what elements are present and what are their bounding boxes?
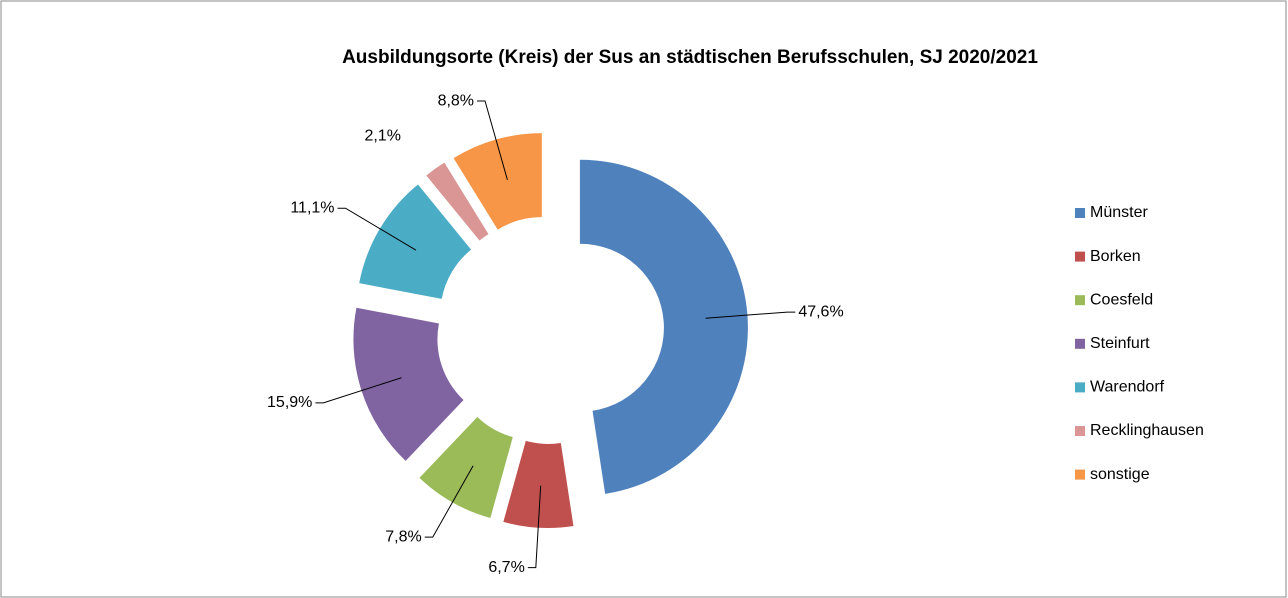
data-label: 2,1% xyxy=(364,127,400,144)
legend-label: Coesfeld xyxy=(1090,291,1153,308)
legend-label: Warendorf xyxy=(1090,379,1165,396)
donut-slice xyxy=(426,162,489,241)
leader-line xyxy=(527,485,542,569)
data-label: 47,6% xyxy=(798,303,843,320)
donut-slice xyxy=(419,416,513,519)
donut-slice xyxy=(353,307,464,461)
legend-swatch xyxy=(1075,338,1085,349)
leader-line xyxy=(424,465,474,538)
legend-label: sonstige xyxy=(1090,466,1150,483)
donut-slice xyxy=(579,159,748,494)
data-label: 8,8% xyxy=(438,92,474,109)
data-label: 11,1% xyxy=(290,199,334,216)
legend-label: Borken xyxy=(1090,248,1141,265)
donut-slice xyxy=(453,133,542,230)
donut-slice xyxy=(359,184,472,299)
legend-swatch xyxy=(1075,382,1085,393)
legend-swatch xyxy=(1075,295,1085,306)
data-label: 7,8% xyxy=(385,528,421,545)
legend-label: Münster xyxy=(1090,204,1148,221)
legend-label: Steinfurt xyxy=(1090,335,1150,352)
legend-swatch xyxy=(1075,469,1085,480)
data-label: 15,9% xyxy=(267,394,312,411)
legend-swatch xyxy=(1075,208,1085,218)
data-label: 6,7% xyxy=(488,559,524,576)
legend-swatch xyxy=(1075,251,1085,262)
leader-line xyxy=(705,311,796,319)
leader-line xyxy=(477,100,508,181)
donut-slice xyxy=(503,440,574,528)
leader-line xyxy=(337,207,417,251)
legend-swatch xyxy=(1075,426,1085,436)
leader-line xyxy=(315,377,402,404)
legend-label: Recklinghausen xyxy=(1090,422,1204,439)
chart-title: Ausbildungsorte (Kreis) der Sus an städt… xyxy=(342,47,1038,68)
